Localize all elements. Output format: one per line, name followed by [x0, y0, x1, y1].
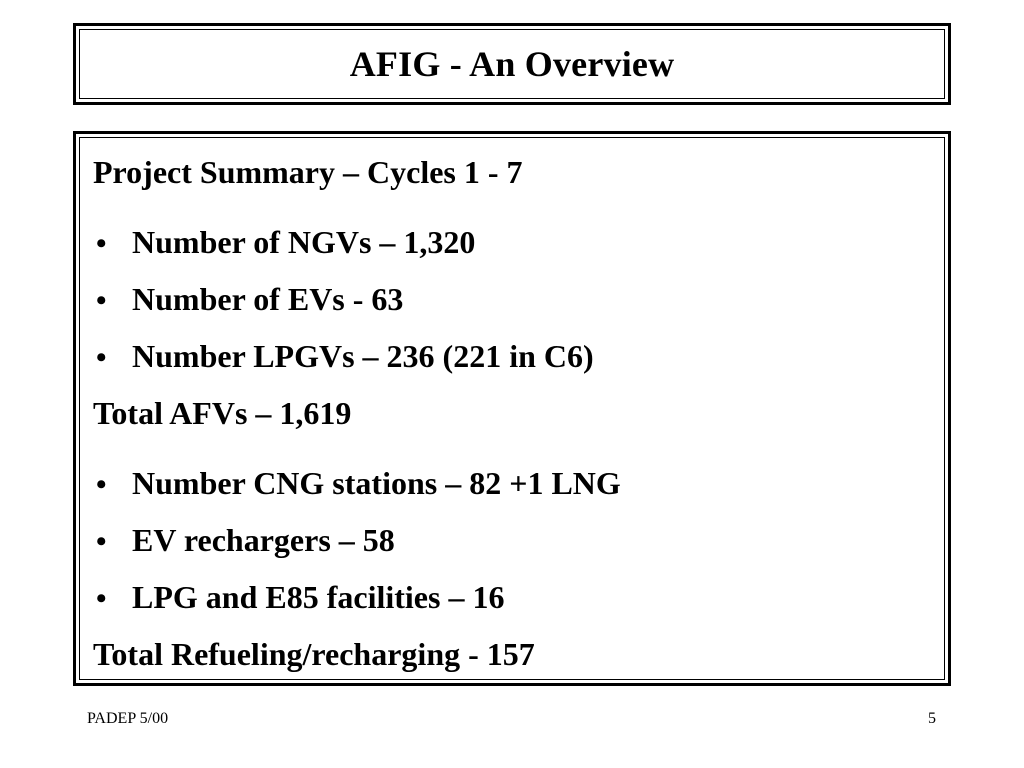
bullet-text: Number CNG stations – 82 +1 LNG: [132, 465, 621, 501]
bullet-text: Number LPGVs – 236 (221 in C6): [132, 338, 594, 374]
bullet-icon: •: [96, 525, 107, 558]
bullet-item-lpgvs: • Number LPGVs – 236 (221 in C6): [96, 340, 594, 373]
title-box-inner: AFIG - An Overview: [79, 29, 945, 99]
bullet-item-ngvs: • Number of NGVs – 1,320: [96, 226, 475, 259]
total-refueling: Total Refueling/recharging - 157: [93, 636, 535, 672]
bullet-item-lpg-e85: • LPG and E85 facilities – 16: [96, 581, 504, 614]
bullet-icon: •: [96, 284, 107, 317]
bullet-item-evs: • Number of EVs - 63: [96, 283, 403, 316]
bullet-icon: •: [96, 582, 107, 615]
bullet-icon: •: [96, 341, 107, 374]
content-box-inner: Project Summary – Cycles 1 - 7 • Number …: [79, 137, 945, 680]
bullet-text: Number of NGVs – 1,320: [132, 224, 476, 260]
bullet-text: Number of EVs - 63: [132, 281, 404, 317]
bullet-text: EV rechargers – 58: [132, 522, 395, 558]
slide-title: AFIG - An Overview: [349, 44, 675, 84]
footer-date: PADEP 5/00: [87, 710, 169, 727]
project-summary-heading: Project Summary – Cycles 1 - 7: [93, 154, 523, 190]
content-box: Project Summary – Cycles 1 - 7 • Number …: [73, 131, 951, 686]
bullet-item-ev-rechargers: • EV rechargers – 58: [96, 524, 395, 557]
bullet-icon: •: [96, 227, 107, 260]
bullet-text: LPG and E85 facilities – 16: [132, 579, 505, 615]
bullet-item-cng-stations: • Number CNG stations – 82 +1 LNG: [96, 467, 621, 500]
total-afvs: Total AFVs – 1,619: [93, 395, 352, 431]
bullet-icon: •: [96, 468, 107, 501]
page-number: 5: [928, 710, 936, 727]
title-box: AFIG - An Overview: [73, 23, 951, 105]
